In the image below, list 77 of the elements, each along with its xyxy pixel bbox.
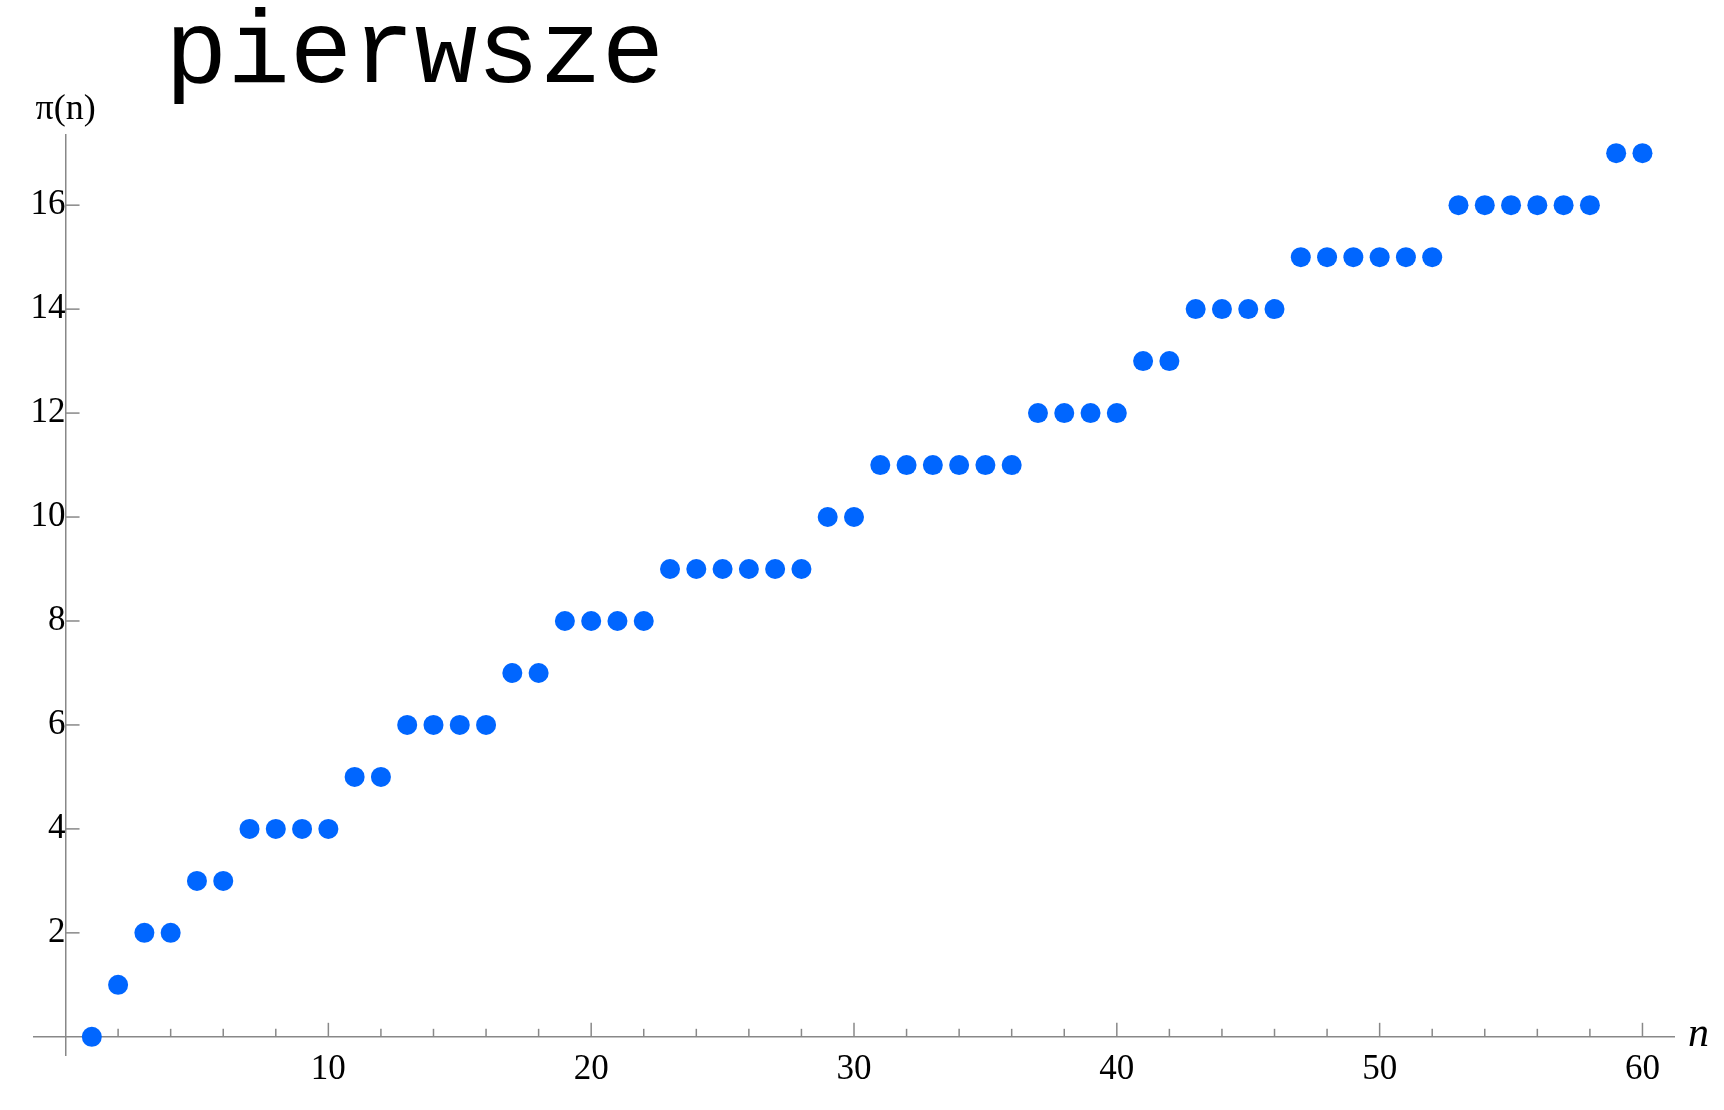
point [81,1026,102,1047]
point [397,714,418,735]
chart-title: pierwsze [165,0,665,113]
point [712,559,733,580]
y-tick-label: 2 [48,911,66,951]
point [791,559,812,580]
point [344,766,365,787]
point [1317,247,1338,268]
x-tick-label: 60 [1624,1048,1660,1087]
point [844,507,864,528]
point [1369,247,1390,268]
point [1027,403,1048,424]
x-tick-label: 50 [1362,1048,1398,1087]
x-tick-label: 40 [1099,1048,1135,1087]
point [423,714,444,735]
point [949,455,970,476]
point [1579,195,1600,216]
point [1448,195,1469,216]
y-tick-label: 16 [30,183,66,223]
point [213,870,234,891]
point [1422,247,1443,268]
y-tick-label: 10 [30,495,66,535]
y-tick-label: 8 [48,599,66,639]
point [108,974,129,995]
point [1080,403,1101,424]
point [633,610,654,631]
y-tick-label: 6 [48,703,66,743]
point [922,455,943,476]
point [1106,403,1127,424]
point [370,766,391,787]
point [1395,247,1416,268]
point [160,922,181,943]
y-tick-label: 14 [30,287,66,327]
point [817,507,838,528]
point [1474,195,1495,216]
point [1606,143,1627,164]
point [292,818,313,839]
point [1501,195,1522,216]
point [738,559,759,580]
point [1001,455,1022,476]
x-tick-label: 20 [573,1048,609,1087]
point [554,610,575,631]
y-axis-title: π(n) [35,87,96,127]
point [607,610,628,631]
y-tick-label: 12 [30,391,66,431]
point [134,922,155,943]
point [660,559,681,580]
point [870,455,891,476]
point [1527,195,1548,216]
point [765,559,786,580]
point [265,818,286,839]
point [686,559,707,580]
point [1553,195,1574,216]
point [1632,143,1653,164]
point [581,610,602,631]
x-tick-label: 30 [836,1048,872,1087]
point [1185,299,1206,320]
point [975,455,996,476]
point [1238,299,1259,320]
point [239,818,260,839]
point [1343,247,1364,268]
point [476,714,497,735]
point [318,818,339,839]
point [1133,351,1154,372]
point [449,714,470,735]
x-tick-label: 10 [310,1048,346,1087]
point [528,662,549,683]
point [1211,299,1232,320]
point [896,455,917,476]
point [1264,299,1285,320]
point [1054,403,1075,424]
y-tick-label: 4 [48,807,66,847]
x-axis-title: n [1688,1008,1709,1055]
point [1290,247,1311,268]
point [186,870,207,891]
point [502,662,523,683]
point [1159,351,1180,372]
